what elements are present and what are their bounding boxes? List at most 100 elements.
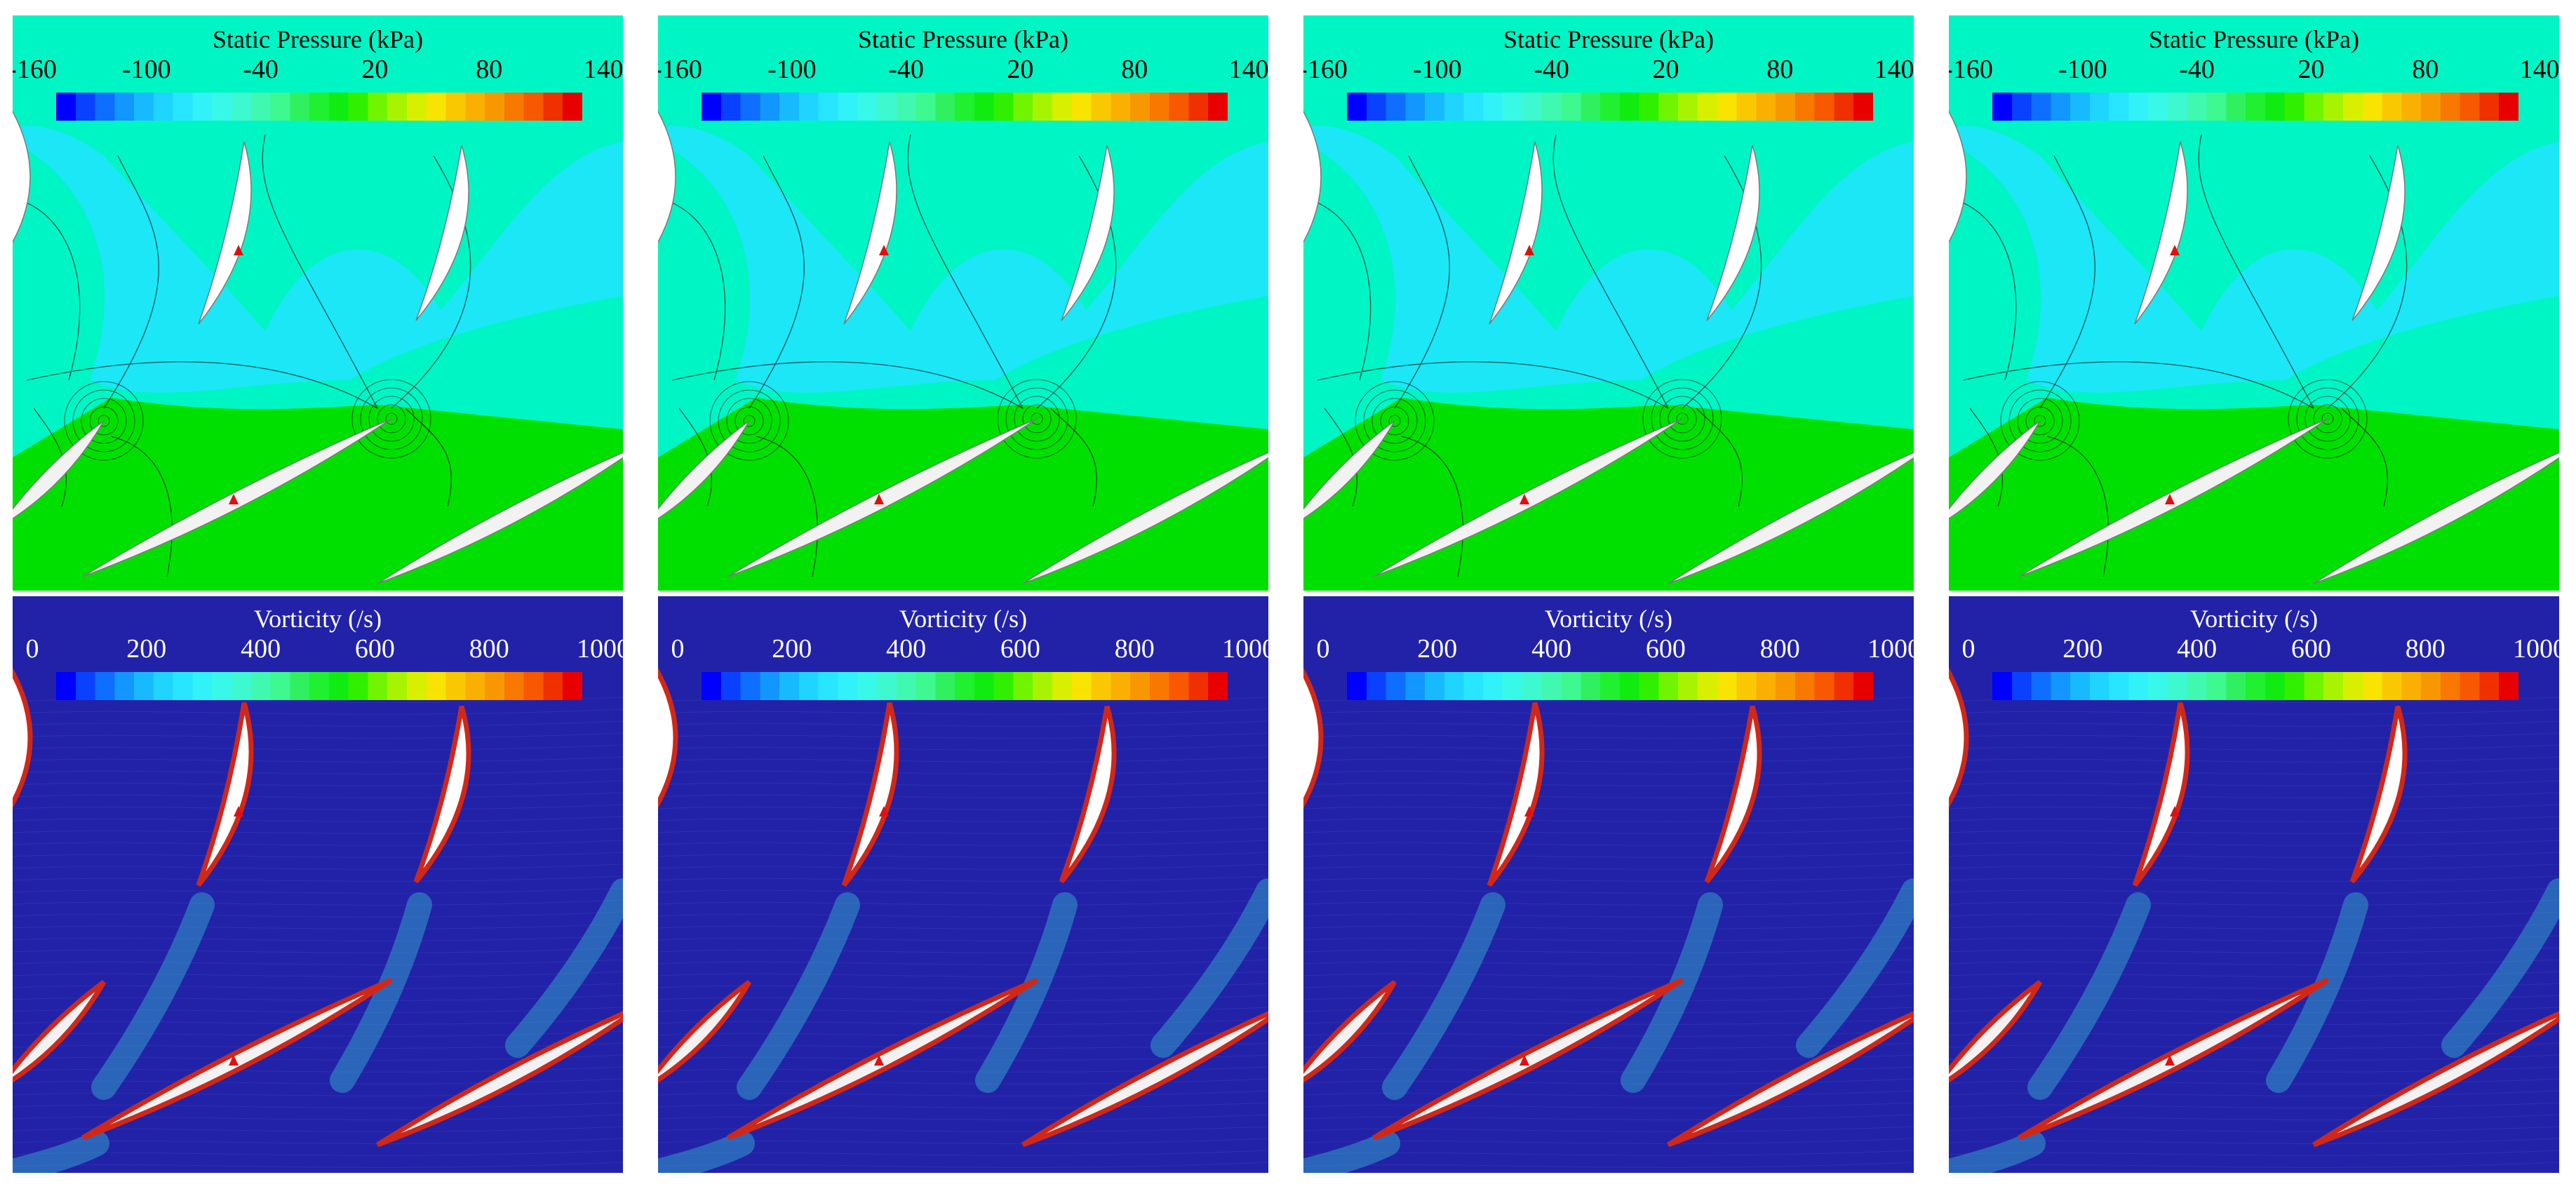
isobar-line bbox=[1962, 361, 2314, 409]
probe-marker-icon bbox=[879, 806, 889, 817]
streakline bbox=[13, 1150, 623, 1156]
streakline bbox=[13, 840, 623, 846]
isobar-line bbox=[1696, 408, 1743, 507]
rotor-blade bbox=[1061, 145, 1115, 321]
wake-region bbox=[737, 892, 860, 1100]
streakline bbox=[1949, 1126, 2559, 1132]
streakline bbox=[1303, 744, 1914, 751]
rotor-blade bbox=[1706, 145, 1760, 321]
isobar-ring bbox=[2008, 389, 2072, 452]
streakline bbox=[1303, 804, 1914, 810]
streakline bbox=[1949, 899, 2559, 906]
pressure-tick-label: -160 bbox=[658, 55, 702, 84]
isobar-line bbox=[671, 361, 1024, 409]
streakline bbox=[1303, 828, 1914, 834]
streakline bbox=[13, 756, 623, 763]
vorticity-panel-3: Vorticity (/s) 0 200 400 600 800 1000 bbox=[1303, 596, 1914, 1173]
pressure-tick-label: -40 bbox=[888, 55, 924, 84]
vorticity-tick-label: 200 bbox=[2062, 634, 2103, 664]
streakline bbox=[1303, 1138, 1914, 1144]
pressure-tick-label: 80 bbox=[1121, 55, 1148, 84]
vorticity-tick-label: 200 bbox=[1417, 634, 1458, 664]
isobar-line bbox=[262, 134, 378, 409]
vorticity-tick-label: 400 bbox=[1531, 634, 1572, 664]
isobar-ring bbox=[1363, 389, 1426, 452]
stator-blade bbox=[82, 418, 392, 577]
isobar-ring bbox=[351, 379, 431, 459]
pressure-tick-label: -40 bbox=[243, 55, 279, 84]
stator-blade bbox=[2018, 977, 2329, 1141]
probe-marker-icon bbox=[234, 245, 243, 255]
isobar-line bbox=[2327, 155, 2408, 409]
isobar-line bbox=[1949, 197, 2017, 381]
pressure-tick-label: 20 bbox=[361, 55, 389, 84]
wake-region bbox=[91, 892, 215, 1100]
pressure-colorbar bbox=[56, 93, 582, 121]
vorticity-tick-label: 0 bbox=[25, 634, 39, 664]
vorticity-panel-4: Vorticity (/s) 0 200 400 600 800 1000 bbox=[1949, 596, 2559, 1173]
vorticity-panel-2: Vorticity (/s) 0 200 400 600 800 1000 bbox=[658, 596, 1268, 1173]
rotor-blade bbox=[198, 141, 252, 325]
probe-marker-icon bbox=[874, 1055, 884, 1066]
isobar-ring bbox=[1022, 404, 1052, 434]
streakline bbox=[1949, 816, 2559, 822]
streakline bbox=[1949, 780, 2559, 786]
probe-marker-icon bbox=[2165, 1055, 2175, 1066]
streakline bbox=[13, 1138, 623, 1144]
rotor-blade bbox=[841, 702, 899, 887]
stator-blade bbox=[13, 420, 105, 520]
wake-region bbox=[1151, 878, 1268, 1058]
streakline bbox=[658, 1138, 1268, 1144]
rotor-blade bbox=[1059, 705, 1117, 884]
streakline bbox=[1303, 852, 1914, 858]
probe-marker-icon bbox=[2170, 245, 2180, 255]
streakline bbox=[13, 923, 623, 929]
streakline bbox=[13, 780, 623, 786]
vorticity-colorbar bbox=[56, 672, 582, 700]
streakline bbox=[658, 852, 1268, 858]
stator-blade bbox=[1021, 1011, 1268, 1148]
streakline bbox=[658, 720, 1268, 727]
stator-blade bbox=[1949, 420, 2041, 520]
vorticity-colorbar-ticks: 0 200 400 600 800 1000 bbox=[1317, 633, 1914, 665]
isobar-ring bbox=[997, 379, 1077, 459]
low-pressure-region bbox=[1303, 126, 1914, 393]
rotor-blade bbox=[13, 110, 31, 243]
vorticity-tick-label: 0 bbox=[1316, 634, 1330, 664]
vorticity-colorbar-ticks: 0 200 400 600 800 1000 bbox=[26, 633, 624, 665]
rotor-blade bbox=[2349, 705, 2408, 884]
rotor-blade bbox=[658, 110, 676, 243]
streakline bbox=[658, 708, 1268, 715]
streakline bbox=[1949, 1030, 2559, 1037]
streakline bbox=[1949, 911, 2559, 918]
pressure-colorbar-title: Static Pressure (kPa) bbox=[213, 25, 423, 53]
wake-region bbox=[1796, 878, 1914, 1058]
stator-blade bbox=[2312, 1011, 2559, 1148]
streakline bbox=[658, 887, 1268, 894]
streakline bbox=[658, 1162, 1268, 1168]
streakline bbox=[1303, 708, 1914, 715]
wake-region bbox=[330, 892, 432, 1093]
streakline bbox=[13, 1019, 623, 1025]
low-pressure-region bbox=[658, 126, 1268, 393]
streakline bbox=[1949, 1090, 2559, 1096]
streakline bbox=[1949, 923, 2559, 929]
isobar-line bbox=[907, 134, 1024, 409]
vorticity-tick-label: 800 bbox=[2405, 634, 2446, 664]
streakline bbox=[1949, 792, 2559, 798]
vorticity-tick-label: 200 bbox=[126, 634, 167, 664]
probe-marker-icon bbox=[1520, 494, 1529, 504]
pressure-tick-label: 20 bbox=[1652, 55, 1679, 84]
streakline bbox=[13, 852, 623, 858]
rotor-blade bbox=[1949, 667, 1969, 809]
wake-region bbox=[2266, 892, 2368, 1093]
vorticity-colorbar-title: Vorticity (/s) bbox=[1544, 605, 1673, 633]
stator-blade bbox=[727, 418, 1038, 577]
rotor-blade bbox=[1487, 702, 1545, 887]
wake-region bbox=[1303, 1131, 1400, 1173]
isobar-ring bbox=[726, 398, 772, 444]
isobar-ring bbox=[2321, 412, 2334, 425]
wake-region bbox=[1382, 892, 1505, 1100]
streakline bbox=[658, 947, 1268, 953]
isobar-line bbox=[2039, 155, 2095, 409]
